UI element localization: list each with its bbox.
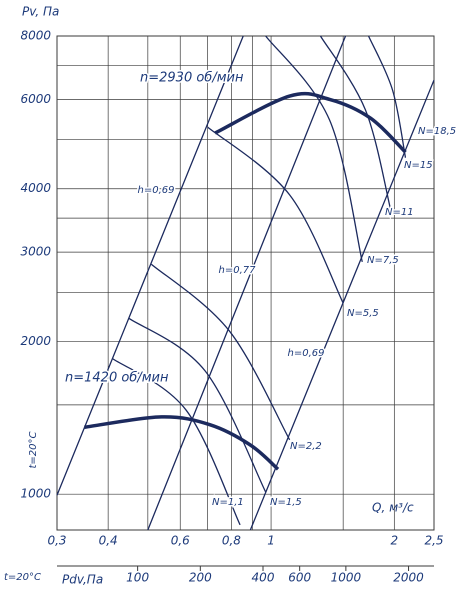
y-tick-label: 8000: [20, 29, 51, 43]
curve-label: N=7,5: [367, 255, 399, 266]
secondary-tick-label: 1000: [331, 571, 362, 585]
curve: [319, 35, 392, 211]
curve-label: N=1,1: [212, 497, 244, 508]
curve-label: n=2930 об/мин: [140, 71, 244, 86]
curve: [207, 126, 344, 304]
y-tick-label: 4000: [20, 181, 51, 195]
curve: [265, 35, 363, 263]
curve-label: h=0,69: [138, 185, 175, 196]
secondary-tick-label: 200: [189, 571, 212, 585]
secondary-tick-label: 600: [288, 571, 311, 585]
y-axis-label: Pv, Па: [22, 5, 59, 19]
x-tick-label: 1: [267, 534, 275, 548]
secondary-tick-label: 100: [126, 571, 149, 585]
curve: [249, 79, 435, 531]
y-tick-label: 3000: [20, 245, 51, 259]
curve-label: N=5,5: [347, 308, 379, 319]
plot-frame: [56, 35, 435, 531]
secondary-tick-label: 400: [252, 571, 275, 585]
curve-label: n=1420 об/мин: [65, 371, 169, 386]
curve: [367, 35, 407, 159]
curve: [84, 415, 280, 471]
curve-label: N=1,5: [270, 497, 302, 508]
curve: [147, 35, 347, 531]
curve: [128, 317, 267, 493]
curve-label: h=0,69: [288, 348, 325, 359]
x-tick-label: 0,6: [171, 534, 190, 548]
annotation: N=18,5: [418, 126, 456, 137]
x-tick-label: 2,5: [424, 534, 443, 548]
temperature-note: t=20°C: [4, 572, 41, 583]
temperature-note: t=20°C: [28, 431, 39, 468]
x-tick-label: 0,3: [47, 534, 66, 548]
y-tick-label: 1000: [20, 487, 51, 501]
curve-label: N=2,2: [290, 441, 322, 452]
x-tick-label: 2: [391, 534, 399, 548]
x-tick-label: 0,8: [222, 534, 241, 548]
x-axis-label: Q, м³/с: [372, 501, 414, 515]
curve-label: N=15: [404, 160, 433, 171]
y-tick-label: 6000: [20, 92, 51, 106]
secondary-axis-label: Pdv,Па: [62, 573, 103, 587]
curve: [214, 91, 407, 154]
curve-label: h=0,77: [219, 265, 257, 276]
secondary-tick-label: 2000: [393, 571, 424, 585]
curve: [150, 263, 291, 441]
curve: [56, 35, 244, 496]
curve-label: N=11: [385, 207, 414, 218]
x-tick-label: 0,4: [99, 534, 118, 548]
curve: [112, 358, 241, 526]
y-tick-label: 2000: [20, 334, 51, 348]
